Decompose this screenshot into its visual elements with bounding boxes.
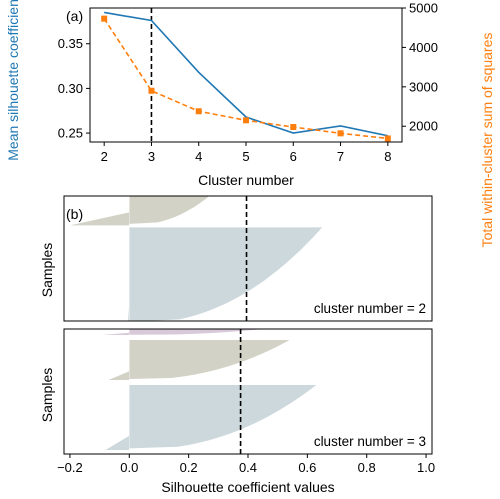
cluster-number-annotation: cluster number = 2 xyxy=(314,301,426,316)
cluster-negative-tail xyxy=(105,435,130,450)
x-tick-label: 7 xyxy=(337,149,344,164)
y-tick-label-left: 0.30 xyxy=(58,81,83,96)
wcss-point xyxy=(148,87,155,94)
y-tick-label-right: 4000 xyxy=(409,40,438,55)
x-tick-label-b: 0.2 xyxy=(180,460,198,475)
cluster-negative-tail xyxy=(128,302,130,321)
x-tick-label: 5 xyxy=(242,149,249,164)
cluster-silhouette-area xyxy=(129,340,290,380)
cluster-negative-tail xyxy=(108,371,130,380)
wcss-point xyxy=(384,135,391,142)
x-tick-label-b: 0.4 xyxy=(239,460,257,475)
y-tick-label-right: 2000 xyxy=(409,119,438,134)
y-axis-label-right: Total within-cluster sum of squares xyxy=(479,33,495,248)
x-tick-label: 2 xyxy=(101,149,108,164)
panel-a-label: (a) xyxy=(66,8,83,24)
cluster-silhouette-area xyxy=(129,196,210,226)
cluster-silhouette-area xyxy=(129,227,323,321)
y-tick-label-left: 0.25 xyxy=(58,126,83,141)
x-tick-label-b: 0.8 xyxy=(358,460,376,475)
x-axis-label-b: Silhouette coefficient values xyxy=(161,479,334,495)
x-axis-label: Cluster number xyxy=(198,172,294,188)
wcss-point xyxy=(243,117,249,124)
panel-a: (a) Mean silhouette coefficient Total wi… xyxy=(5,0,495,247)
silhouette-panel: cluster number = 3 xyxy=(63,328,433,455)
wcss-point xyxy=(101,15,108,22)
wcss-point xyxy=(290,124,297,131)
panel-b-label: (b) xyxy=(66,206,83,222)
cluster-number-annotation: cluster number = 3 xyxy=(314,434,426,449)
silhouette-line xyxy=(104,11,388,137)
y-axis-label-left: Mean silhouette coefficient xyxy=(5,0,21,161)
panel-b: (b) Samples Samples Silhouette coefficie… xyxy=(39,195,435,495)
x-tick-label-b: 0.6 xyxy=(298,460,316,475)
wcss-point xyxy=(195,108,202,115)
y-tick-label-right: 5000 xyxy=(409,1,438,16)
samples-label-top: Samples xyxy=(39,243,55,297)
silhouette-areas xyxy=(102,329,317,450)
axes-frame-b xyxy=(63,195,433,322)
wcss-point xyxy=(337,130,344,137)
x-tick-label: 3 xyxy=(148,149,155,164)
silhouette-panel: cluster number = 2 xyxy=(63,195,433,322)
cluster-silhouette-area xyxy=(129,385,317,450)
x-tick-label-b: 1.0 xyxy=(417,460,435,475)
x-tick-label-b: 0.0 xyxy=(120,460,138,475)
silhouette-areas xyxy=(69,196,323,321)
y-tick-label-right: 3000 xyxy=(409,79,438,94)
cluster-silhouette-area xyxy=(129,329,264,335)
y-tick-label-left: 0.35 xyxy=(58,36,83,51)
x-tick-label: 8 xyxy=(384,149,391,164)
cluster-negative-tail xyxy=(69,212,130,226)
x-tick-label-b: −0.2 xyxy=(57,460,83,475)
x-tick-label: 6 xyxy=(290,149,297,164)
x-tick-label: 4 xyxy=(195,149,202,164)
plot-area-b: cluster number = 2 cluster number = 3 −0.2… xyxy=(57,195,435,475)
plot-area-a: 2 3 4 5 6 7 8 0.25 0.30 0.35 2000 3000 4000 5000 xyxy=(58,1,438,165)
samples-label-bottom: Samples xyxy=(39,368,55,422)
cluster-negative-tail xyxy=(102,332,130,335)
